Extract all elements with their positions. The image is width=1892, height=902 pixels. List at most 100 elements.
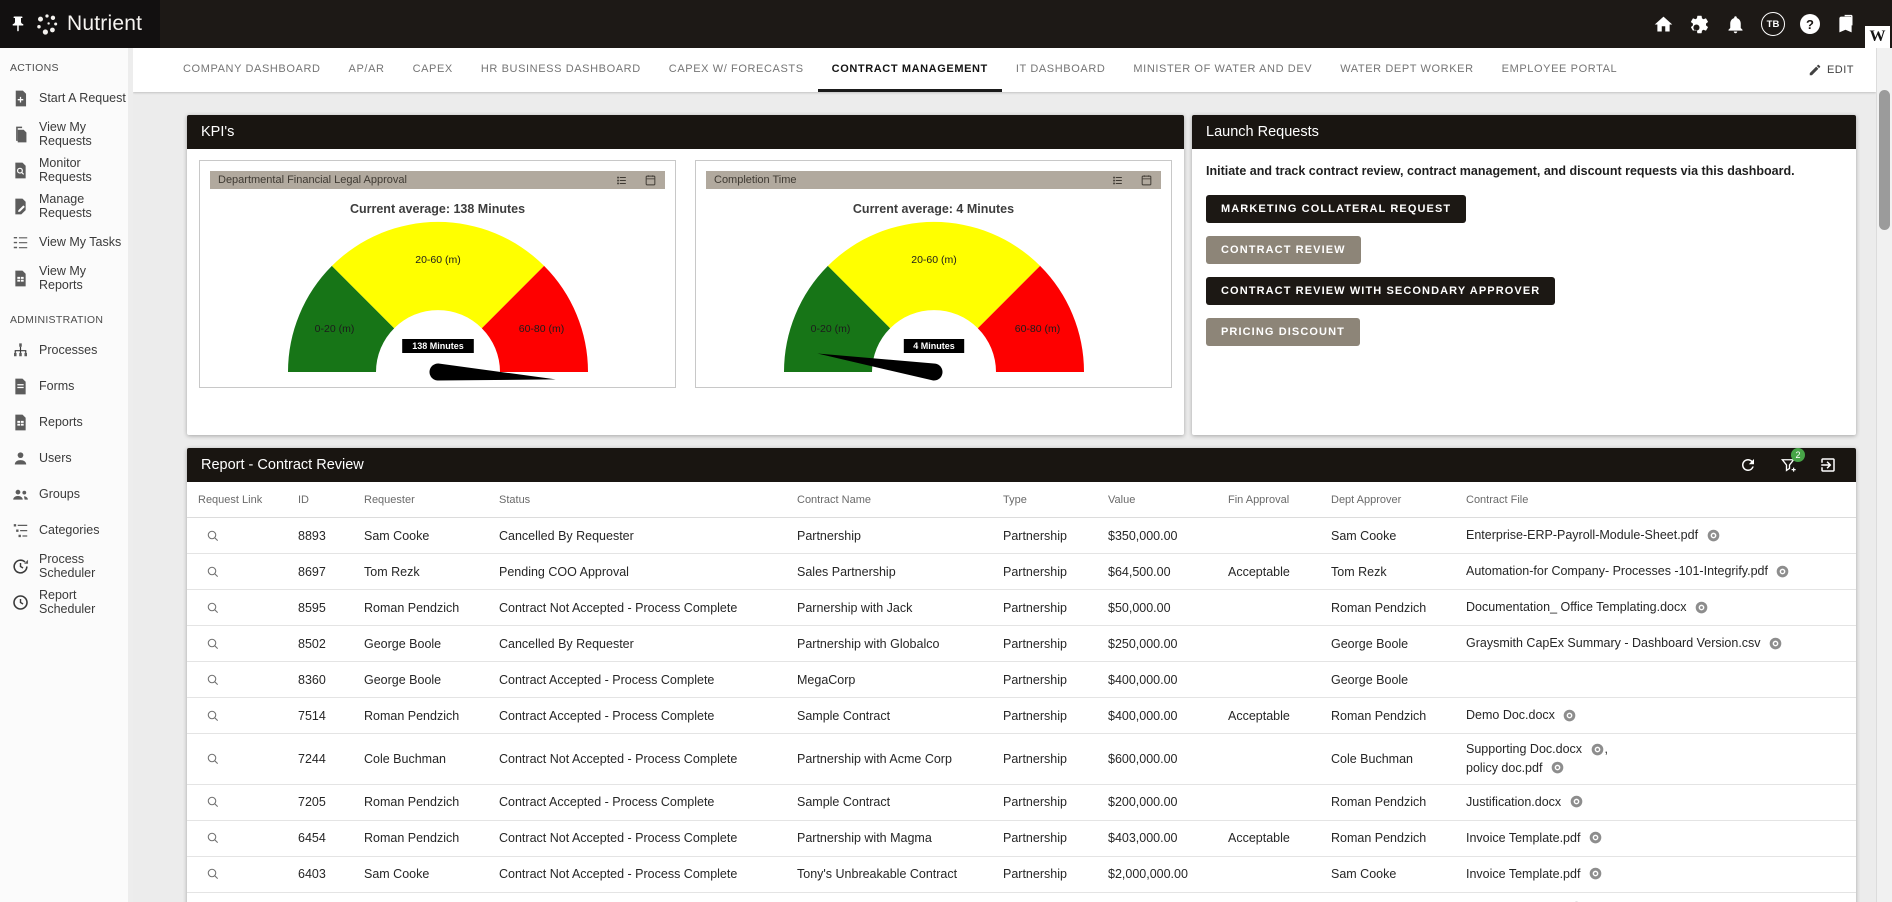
cell-contract-file: Graysmith CapEx Summary - Dashboard Vers… — [1466, 628, 1856, 659]
request-link-icon[interactable] — [198, 636, 298, 652]
vertical-scrollbar[interactable] — [1876, 48, 1892, 902]
contract-file-link[interactable]: policy doc.pdf — [1466, 761, 1565, 775]
sidebar-item-processes[interactable]: Processes — [0, 332, 133, 368]
cell-contract-file: Supporting Doc.docx , policy doc.pdf — [1466, 742, 1608, 775]
cell-type: Partnership — [1003, 795, 1067, 809]
request-link-icon[interactable] — [198, 866, 298, 882]
sidebar-item-monitor-requests[interactable]: Monitor Requests — [0, 152, 133, 188]
filter-count-badge: 2 — [1791, 448, 1805, 462]
bookmarks-icon[interactable] — [1835, 14, 1856, 35]
request-link-icon[interactable] — [198, 830, 298, 846]
sidebar-item-forms[interactable]: Forms — [0, 368, 133, 404]
tab-company-dashboard[interactable]: COMPANY DASHBOARD — [183, 62, 321, 75]
view-file-icon[interactable] — [1588, 830, 1603, 845]
view-file-icon[interactable] — [1550, 760, 1565, 775]
request-link-icon[interactable] — [198, 564, 298, 580]
tab-water-dept-worker[interactable]: WATER DEPT WORKER — [1340, 62, 1474, 75]
sidebar-item-start-a-request[interactable]: Start A Request — [0, 80, 133, 116]
sidebar-item-users[interactable]: Users — [0, 440, 133, 476]
contract-file-link[interactable]: Documentation_ Office Templating.docx — [1466, 600, 1709, 614]
contract-file-link[interactable]: Enterprise-ERP-Payroll-Module-Sheet.pdf — [1466, 528, 1721, 542]
sidebar-item-view-my-tasks[interactable]: View My Tasks — [0, 224, 133, 260]
refresh-icon[interactable] — [1739, 456, 1757, 474]
view-file-icon[interactable] — [1768, 636, 1783, 651]
contract-file-link[interactable]: Justification.docx — [1466, 795, 1584, 809]
contract-file-link[interactable]: Graysmith CapEx Summary - Dashboard Vers… — [1466, 636, 1783, 650]
list-view-icon[interactable] — [1111, 174, 1124, 187]
calendar-icon[interactable] — [1140, 174, 1153, 187]
sidebar-item-label: Start A Request — [39, 91, 126, 105]
tab-capex[interactable]: CAPEX — [412, 62, 453, 75]
contract-file-link[interactable]: Invoice Template.pdf — [1466, 867, 1603, 881]
request-link-icon[interactable] — [198, 672, 298, 688]
sidebar-item-reports[interactable]: Reports — [0, 404, 133, 440]
sidebar-item-process-scheduler[interactable]: Process Scheduler — [0, 548, 133, 584]
sidebar-item-categories[interactable]: Categories — [0, 512, 133, 548]
view-file-icon[interactable] — [1706, 528, 1721, 543]
scrollbar-thumb[interactable] — [1879, 90, 1890, 230]
sidebar-item-manage-requests[interactable]: Manage Requests — [0, 188, 133, 224]
tab-contract-management[interactable]: CONTRACT MANAGEMENT — [817, 48, 1002, 92]
kpi-panel: KPI's Departmental Financial Legal Appro… — [187, 115, 1184, 435]
view-file-icon[interactable] — [1562, 708, 1577, 723]
sidebar-item-report-scheduler[interactable]: Report Scheduler — [0, 584, 133, 620]
cell-status: Contract Not Accepted - Process Complete — [499, 867, 738, 881]
cell-status: Contract Accepted - Process Complete — [499, 672, 715, 687]
view-file-icon[interactable] — [1569, 794, 1584, 809]
contract-file-link[interactable]: Demo Doc.docx — [1466, 708, 1577, 722]
settings-icon[interactable] — [1689, 14, 1710, 35]
launch-button-contract-review[interactable]: CONTRACT REVIEW — [1206, 236, 1361, 264]
contract-file-link[interactable]: Automation-for Company- Processes -101-I… — [1466, 564, 1790, 578]
cell-id: 7244 — [298, 751, 326, 766]
tab-ap-ar[interactable]: AP/AR — [348, 62, 385, 75]
launch-button-pricing-discount[interactable]: PRICING DISCOUNT — [1206, 318, 1360, 346]
cell-requester: Sam Cooke — [364, 528, 430, 543]
watermark: W — [1865, 26, 1890, 48]
request-link-icon[interactable] — [198, 794, 298, 810]
sidebar-item-view-my-requests[interactable]: View My Requests — [0, 116, 133, 152]
tab-it-dashboard[interactable]: IT DASHBOARD — [1015, 62, 1106, 75]
calendar-icon[interactable] — [644, 174, 657, 187]
contract-file-link[interactable]: Justification.docx — [1466, 901, 1584, 902]
sidebar-item-view-my-reports[interactable]: View My Reports — [0, 260, 133, 296]
tab-employee-portal[interactable]: EMPLOYEE PORTAL — [1501, 62, 1618, 75]
gauge-header: Completion Time — [706, 171, 1161, 189]
gauge-current-average: Current average: 4 Minutes — [852, 202, 1015, 216]
request-link-icon[interactable] — [198, 528, 298, 544]
list-view-icon[interactable] — [615, 174, 628, 187]
svg-text:20-60 (m): 20-60 (m) — [415, 254, 461, 266]
cell-contract-name: Partnership — [797, 528, 861, 543]
help-icon[interactable]: ? — [1800, 14, 1820, 34]
home-icon[interactable] — [1653, 14, 1674, 35]
brand-zone: Nutrient — [0, 0, 160, 48]
table-header-row: Request Link ID Requester Status Contract Na… — [187, 482, 1856, 518]
launch-button-contract-review-with-secondary-approver[interactable]: CONTRACT REVIEW WITH SECONDARY APPROVER — [1206, 277, 1556, 305]
filter-add-icon[interactable]: 2 — [1779, 448, 1805, 474]
view-file-icon[interactable] — [1694, 600, 1709, 615]
launch-description: Initiate and track contract review, cont… — [1206, 164, 1795, 178]
request-link-icon[interactable] — [198, 600, 298, 616]
edit-dashboard-button[interactable]: EDIT — [1808, 48, 1876, 92]
notifications-icon[interactable] — [1725, 14, 1746, 35]
contract-file-link[interactable]: Supporting Doc.docx — [1466, 742, 1605, 756]
launch-button-marketing-collateral-request[interactable]: MARKETING COLLATERAL REQUEST — [1206, 195, 1467, 223]
view-file-icon[interactable] — [1590, 742, 1605, 757]
tab-minister-of-water-and-dev[interactable]: MINISTER OF WATER AND DEV — [1133, 62, 1313, 75]
table-row: 7205 Roman Pendzich Contract Accepted - Pr… — [187, 785, 1856, 821]
contract-file-link[interactable]: Invoice Template.pdf — [1466, 831, 1603, 845]
doc-edit-icon — [11, 197, 30, 216]
pushpin-icon[interactable] — [9, 15, 27, 33]
tabs: COMPANY DASHBOARD AP/AR CAPEX HR BUSINESS D… — [169, 48, 1631, 92]
view-file-icon[interactable] — [1588, 866, 1603, 881]
view-file-icon[interactable] — [1775, 564, 1790, 579]
request-link-icon[interactable] — [198, 751, 298, 767]
request-link-icon[interactable] — [198, 708, 298, 724]
tab-hr-business-dashboard[interactable]: HR BUSINESS DASHBOARD — [480, 62, 641, 75]
export-icon[interactable] — [1819, 456, 1837, 474]
user-avatar[interactable]: TB — [1761, 12, 1785, 36]
svg-text:60-80 (m): 60-80 (m) — [518, 323, 564, 335]
sidebar-item-groups[interactable]: Groups — [0, 476, 133, 512]
launch-requests-panel: Launch Requests Initiate and track contr… — [1192, 115, 1856, 435]
tab-capex-w-forecasts[interactable]: CAPEX W/ FORECASTS — [668, 62, 804, 75]
cell-contract-file: Justification.docx — [1466, 787, 1856, 818]
